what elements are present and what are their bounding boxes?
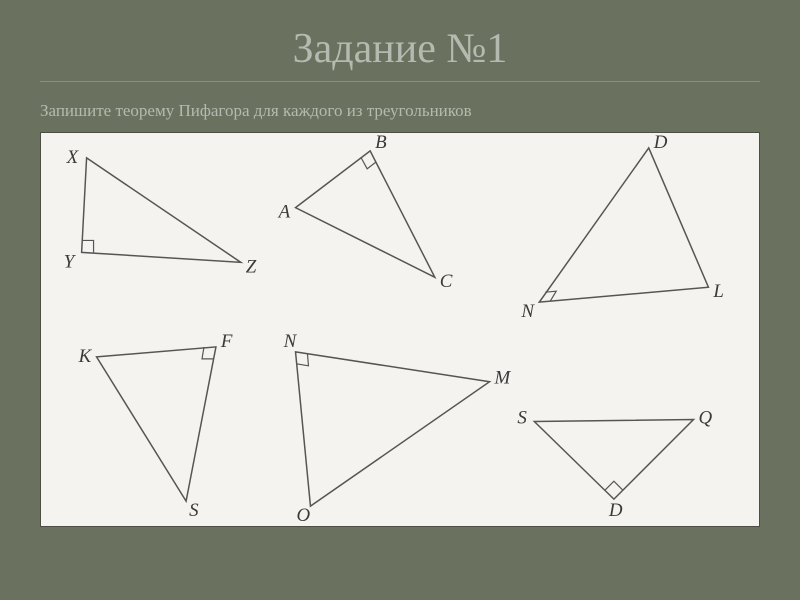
vertex-label-KFS-K: K: [78, 346, 93, 367]
title-divider: [40, 81, 760, 82]
vertex-label-ABC-A: A: [277, 202, 291, 223]
right-angle-XYZ: [82, 241, 94, 253]
vertex-label-KFS-F: F: [220, 331, 233, 352]
vertex-label-DNL-D: D: [653, 133, 668, 153]
vertex-label-KFS-S: S: [189, 500, 199, 521]
vertex-label-XYZ-X: X: [66, 147, 80, 168]
vertex-label-ABC-C: C: [440, 271, 453, 292]
triangle-XYZ: [82, 158, 241, 262]
slide-title: Задание №1: [40, 25, 760, 73]
vertex-label-XYZ-Y: Y: [64, 251, 77, 272]
triangle-SQD: [534, 420, 693, 500]
diagram-panel: X Y Z A B C D N L K F S N M O S Q D: [40, 132, 760, 527]
vertex-label-DNL-L: L: [712, 281, 724, 302]
vertex-label-XYZ-Z: Z: [246, 256, 257, 277]
vertex-label-NMO-O: O: [297, 505, 311, 526]
vertex-label-SQD-Q: Q: [698, 408, 712, 429]
right-angle-NMO: [297, 354, 309, 366]
vertex-label-ABC-B: B: [375, 133, 387, 153]
triangle-NMO: [296, 352, 490, 506]
vertex-label-DNL-N: N: [520, 301, 535, 322]
vertex-label-NMO-M: M: [494, 368, 512, 389]
right-angle-SQD: [605, 481, 623, 490]
right-angle-KFS: [202, 347, 214, 359]
instruction-text: Запишите теорему Пифагора для каждого из…: [40, 100, 760, 122]
vertex-label-NMO-N: N: [283, 331, 298, 352]
vertex-label-SQD-S: S: [517, 408, 527, 429]
triangles-svg: X Y Z A B C D N L K F S N M O S Q D: [41, 133, 759, 526]
triangle-ABC: [296, 151, 435, 277]
triangle-DNL: [539, 148, 708, 302]
vertex-label-SQD-D: D: [608, 500, 623, 521]
triangle-KFS: [97, 347, 216, 501]
slide-container: Задание №1 Запишите теорему Пифагора для…: [0, 0, 800, 600]
